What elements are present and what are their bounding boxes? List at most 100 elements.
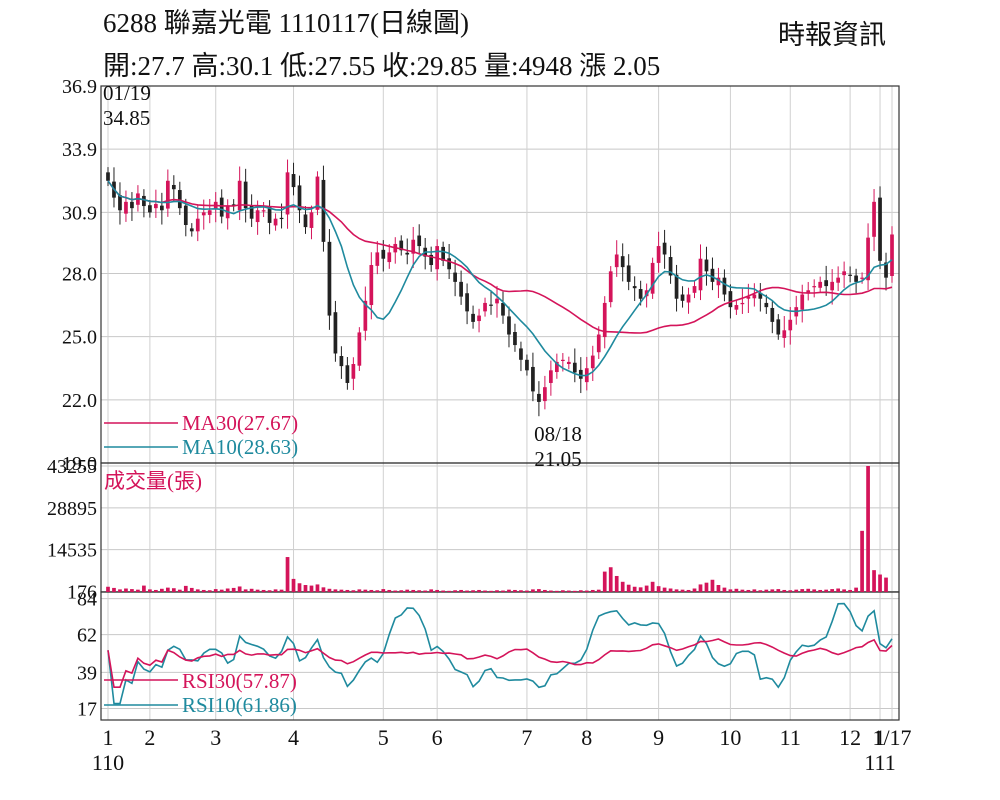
- volume-bar: [878, 574, 882, 592]
- candle-down: [668, 257, 673, 276]
- candle-down: [728, 291, 733, 308]
- candle-down: [130, 201, 134, 209]
- volume-bar: [848, 589, 852, 592]
- volume-bar: [154, 589, 158, 592]
- candle-up: [273, 218, 278, 226]
- ma10-legend-label: MA10(28.63): [182, 435, 298, 459]
- ma10-line: [107, 180, 893, 377]
- volume-bar: [704, 582, 709, 592]
- price-tick-label: 33.9: [62, 139, 97, 161]
- volume-bar: [303, 585, 308, 592]
- volume-bar: [106, 586, 110, 592]
- candle-down: [249, 205, 254, 219]
- volume-bar: [572, 590, 577, 592]
- volume-bar: [620, 581, 625, 592]
- candle-down: [417, 235, 422, 247]
- candle-up: [860, 277, 864, 279]
- candle-up: [255, 210, 260, 223]
- x-tick-label: 5: [378, 725, 389, 750]
- volume-bar: [656, 586, 661, 592]
- candle-down: [327, 241, 332, 316]
- volume-bar: [734, 588, 739, 592]
- candle-up: [614, 254, 619, 268]
- candle-up: [866, 237, 870, 281]
- ma30-legend-label: MA30(27.67): [182, 411, 298, 435]
- candle-up: [124, 201, 128, 214]
- volume-bar: [429, 589, 434, 592]
- volume-bar: [399, 590, 404, 592]
- volume-bar: [207, 590, 212, 592]
- candle-down: [758, 292, 763, 299]
- volume-bar: [231, 587, 236, 592]
- candle-up: [560, 359, 565, 361]
- volume-bar: [578, 590, 583, 592]
- volume-bar: [776, 589, 781, 592]
- volume-panel-frame: [100, 462, 900, 593]
- volume-bar: [417, 590, 422, 592]
- volume-bar: [130, 589, 134, 592]
- candle-down: [106, 172, 110, 181]
- volume-bar: [555, 590, 559, 592]
- volume-bars: [106, 466, 888, 592]
- candle-up: [806, 290, 811, 294]
- candle-down: [267, 206, 272, 223]
- x-tick-label: 4: [288, 725, 299, 750]
- volume-bar: [794, 589, 799, 592]
- candle-down: [489, 304, 493, 306]
- source-label: 時報資訊: [778, 20, 886, 50]
- candle-down: [291, 174, 296, 188]
- candle-down: [303, 214, 308, 228]
- volume-bar: [507, 589, 511, 592]
- volume-bar: [686, 589, 691, 592]
- price-tick-label: 22.0: [62, 390, 97, 412]
- candle-down: [662, 242, 667, 255]
- ma30-line: [107, 180, 893, 334]
- candle-down: [722, 277, 727, 295]
- candle-up: [207, 210, 212, 215]
- candle-up: [154, 203, 158, 209]
- volume-bar: [357, 589, 362, 592]
- candle-down: [118, 195, 122, 211]
- rsi30-legend-label: RSI30(57.87): [182, 669, 297, 693]
- chart-title: 6288 聯嘉光電 1110117(日線圖): [103, 8, 469, 38]
- x-tick-label: 1/17: [872, 725, 911, 750]
- volume-tick-label: 14535: [47, 540, 97, 562]
- volume-bar: [549, 590, 553, 592]
- candle-down: [764, 302, 769, 308]
- volume-bar: [219, 589, 224, 592]
- axis-labels: 36.933.930.928.025.022.019.0432552889514…: [47, 76, 912, 775]
- candle-up: [549, 370, 553, 383]
- volume-bar: [213, 589, 218, 592]
- volume-bar: [800, 589, 805, 592]
- volume-bar: [118, 589, 122, 592]
- rsi10-legend-label: RSI10(61.86): [182, 693, 297, 717]
- volume-bar: [459, 589, 463, 592]
- candle-up: [369, 265, 374, 306]
- volume-bar: [806, 588, 811, 592]
- x-tick-label: 12: [839, 725, 861, 750]
- candle-down: [321, 179, 326, 242]
- volume-bar: [531, 589, 535, 592]
- volume-bar: [650, 581, 655, 592]
- x-tick-label: 1: [102, 725, 113, 750]
- candle-up: [740, 302, 745, 305]
- candle-down: [429, 254, 434, 266]
- price-tick-label: 36.9: [62, 76, 97, 98]
- volume-bar: [351, 590, 356, 592]
- candle-up: [734, 305, 739, 310]
- volume-bar: [112, 587, 116, 592]
- rsi-lines: [107, 602, 893, 705]
- volume-bar: [381, 589, 386, 592]
- candle-up: [315, 176, 320, 210]
- candle-up: [261, 210, 266, 212]
- volume-bar: [183, 585, 188, 592]
- volume-bar: [824, 589, 829, 592]
- candle-up: [818, 281, 823, 288]
- volume-bar: [435, 589, 440, 592]
- candle-down: [513, 331, 517, 346]
- price-tick-label: 28.0: [62, 263, 97, 285]
- x-tick-label: 1: [875, 725, 886, 750]
- candle-down: [333, 312, 338, 354]
- volume-bar: [273, 589, 278, 592]
